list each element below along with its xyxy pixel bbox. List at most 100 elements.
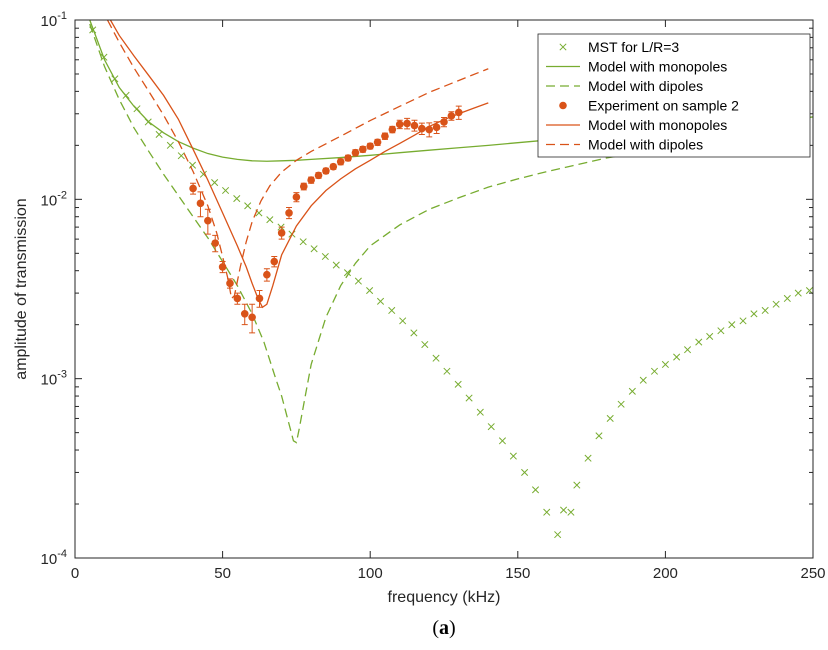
data-point-marker <box>226 279 234 288</box>
x-tick-label: 200 <box>653 565 678 582</box>
data-point-marker <box>560 506 568 514</box>
data-point-marker <box>399 317 407 325</box>
data-point-marker <box>617 400 625 408</box>
data-point-marker <box>343 269 352 277</box>
y-tick-label-exponent: -3 <box>57 369 67 381</box>
data-point-marker <box>673 353 681 361</box>
data-point-marker <box>189 184 197 193</box>
figure-caption: (a) <box>432 617 455 639</box>
data-point-marker <box>196 199 205 208</box>
data-point-marker <box>354 277 362 285</box>
legend-label: Experiment on sample 2 <box>588 98 739 114</box>
y-tick-label-exponent: -2 <box>57 189 67 201</box>
y-axis-label: amplitude of transmission <box>13 198 30 379</box>
data-point-marker <box>761 306 769 315</box>
series-4 <box>109 20 489 309</box>
x-tick-label: 250 <box>800 565 825 582</box>
data-point-marker <box>531 486 540 494</box>
y-tick-label-base: 10 <box>41 551 58 568</box>
legend-label: Model with dipoles <box>588 137 703 153</box>
series-5 <box>106 20 489 300</box>
axes-box <box>74 19 814 559</box>
data-point-marker <box>266 216 274 224</box>
data-point-marker <box>543 508 551 516</box>
series-line <box>106 20 489 300</box>
data-point-marker <box>606 414 614 423</box>
data-point-marker <box>310 245 318 253</box>
data-point-marker <box>794 289 802 297</box>
data-point-marker <box>388 125 397 134</box>
y-tick-label-base: 10 <box>41 192 58 209</box>
legend-swatch <box>559 43 567 51</box>
data-point-marker <box>418 124 426 133</box>
data-point-marker <box>307 176 315 184</box>
data-point-marker <box>263 270 271 279</box>
data-point-marker <box>204 216 212 225</box>
data-point-marker <box>728 321 736 329</box>
x-tick-label: 0 <box>71 565 79 582</box>
data-point-marker <box>366 286 374 295</box>
data-point-marker <box>351 148 360 157</box>
data-point-marker <box>270 257 279 266</box>
data-point-marker <box>336 157 345 166</box>
data-point-marker <box>322 167 330 175</box>
data-point-marker <box>233 294 242 303</box>
data-point-marker <box>403 119 411 128</box>
data-point-marker <box>155 130 163 139</box>
data-point-marker <box>573 481 581 489</box>
data-point-marker <box>277 229 286 237</box>
legend-label: Model with monopoles <box>588 59 727 75</box>
data-point-marker <box>388 306 396 315</box>
data-point-marker <box>772 300 780 308</box>
data-point-marker <box>376 297 385 305</box>
series-2 <box>89 23 813 444</box>
data-point-marker <box>332 261 340 269</box>
x-axis-label: frequency (kHz) <box>388 589 501 606</box>
data-point-marker <box>240 309 249 318</box>
legend-label: MST for L/R=3 <box>588 39 679 55</box>
y-tick-label-exponent: -1 <box>57 10 67 22</box>
legend-swatch <box>559 101 567 110</box>
data-point-marker <box>285 209 293 217</box>
data-point-marker <box>366 142 375 150</box>
data-point-marker <box>421 340 429 349</box>
y-tick-label: 10-1 <box>41 10 67 30</box>
legend-label: Model with monopoles <box>588 117 727 133</box>
data-point-marker <box>233 195 241 203</box>
x-tick-label: 150 <box>505 565 530 582</box>
data-point-marker <box>683 346 692 354</box>
data-point-marker <box>292 193 301 201</box>
data-point-marker <box>166 141 174 149</box>
data-point-marker <box>359 145 367 154</box>
x-tick-label: 50 <box>214 565 231 582</box>
data-point-marker <box>595 432 603 440</box>
data-point-marker <box>443 367 451 375</box>
data-point-marker <box>783 294 791 303</box>
data-point-marker <box>344 154 352 162</box>
data-point-marker <box>487 423 495 431</box>
data-point-marker <box>498 437 507 445</box>
data-point-marker <box>739 317 747 325</box>
data-point-marker <box>211 239 220 247</box>
data-point-marker <box>410 121 419 130</box>
data-point-marker <box>567 508 575 516</box>
y-tick-label: 10-2 <box>41 189 67 209</box>
data-point-marker <box>465 394 473 402</box>
data-point-marker <box>248 313 256 322</box>
y-tick-label: 10-4 <box>41 548 67 568</box>
data-point-marker <box>299 238 307 246</box>
data-point-marker <box>218 263 227 271</box>
data-point-marker <box>329 162 338 171</box>
legend: MST for L/R=3 Model with monopoles Model w… <box>537 33 811 158</box>
data-point-marker <box>706 332 714 340</box>
data-point-marker <box>432 123 441 132</box>
data-point-marker <box>717 327 725 335</box>
data-point-marker <box>661 360 669 369</box>
data-point-marker <box>554 531 562 539</box>
data-point-marker <box>314 171 323 180</box>
data-point-marker <box>221 186 230 195</box>
data-point-marker <box>373 138 382 147</box>
data-point-marker <box>509 452 517 460</box>
data-point-marker <box>177 152 185 160</box>
